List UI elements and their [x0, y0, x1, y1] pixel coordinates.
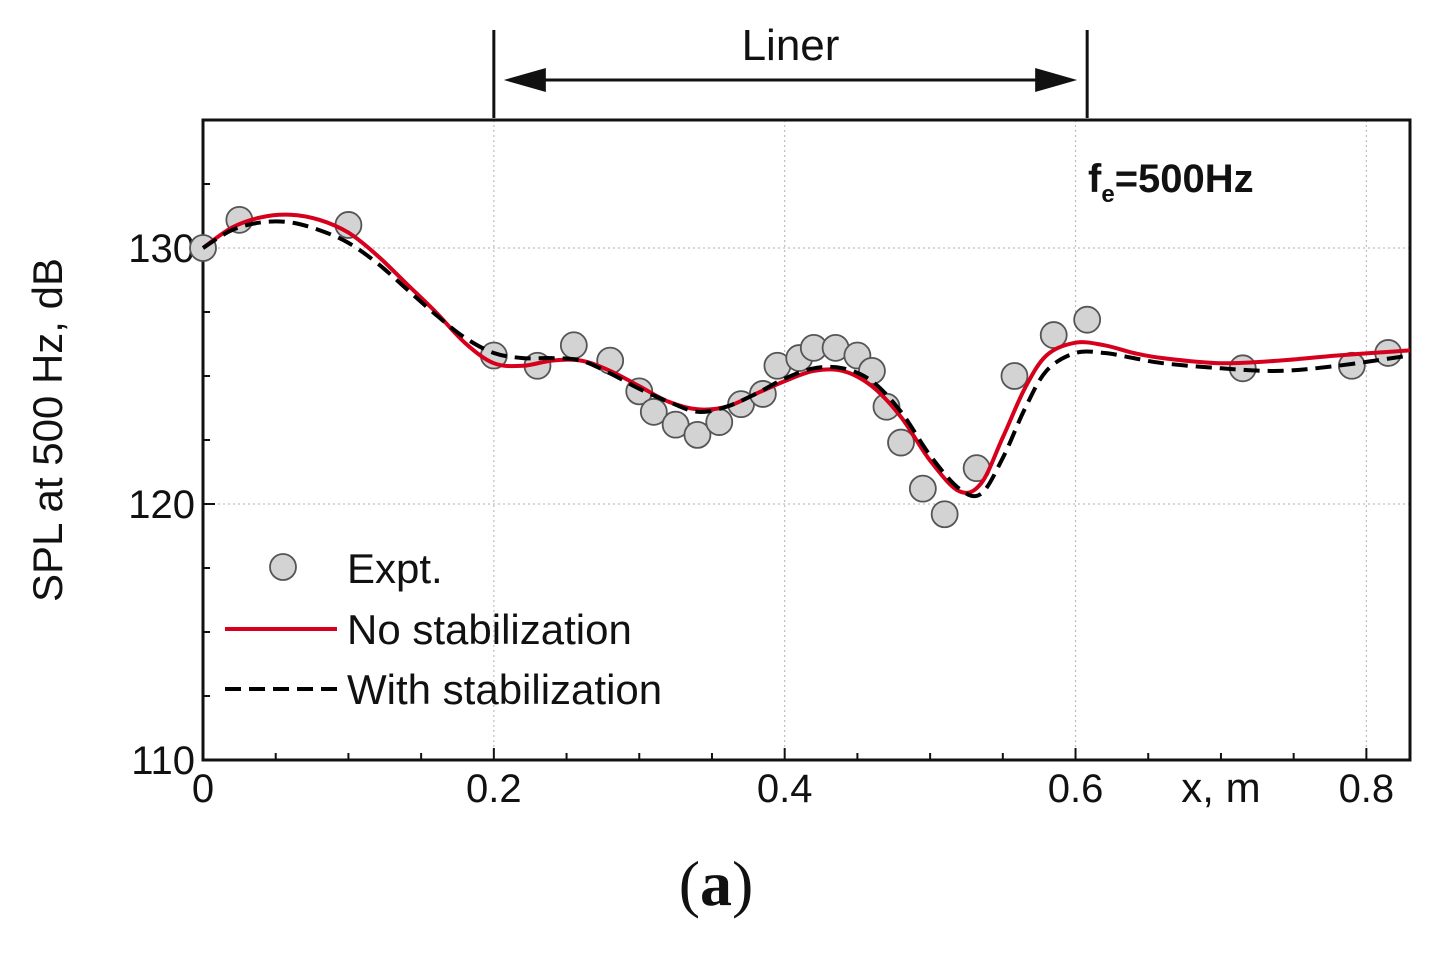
frequency-label: fe=500Hz	[1088, 157, 1254, 208]
legend-label-no-stabilization: No stabilization	[347, 606, 632, 653]
legend-label-with-stabilization: With stabilization	[347, 666, 662, 713]
series-expt	[189, 205, 1403, 529]
liner-arrow-left-head	[503, 68, 546, 92]
x-tick-label-3: 0.6	[1048, 767, 1104, 811]
frequency-subscript: e	[1101, 181, 1114, 208]
x-axis-title: x, m	[1181, 764, 1260, 811]
legend-label-expt: Expt.	[347, 545, 443, 592]
y-tick-label-2: 130	[128, 227, 195, 271]
expt-point-8	[639, 397, 668, 426]
x-tick-label-0: 0	[192, 767, 214, 811]
x-tick-label-1: 0.2	[466, 767, 522, 811]
y-tick-labels: 110 120 130	[128, 227, 195, 783]
series-with-stabilization-line	[201, 219, 1411, 499]
liner-arrow-right-head	[1035, 68, 1078, 92]
caption-open-paren: (	[679, 848, 700, 919]
series-layer	[189, 205, 1411, 529]
expt-point-27	[1073, 305, 1102, 334]
frequency-value: =500Hz	[1115, 157, 1254, 201]
expt-point-21	[887, 428, 915, 457]
frequency-main: f	[1088, 157, 1102, 201]
legend-marker-expt	[269, 553, 297, 581]
x-tick-label-2: 0.4	[757, 767, 813, 811]
y-tick-label-0: 110	[131, 739, 195, 783]
expt-point-5	[559, 331, 588, 360]
y-tick-label-1: 120	[128, 483, 195, 527]
expt-point-22	[908, 474, 937, 503]
y-axis-title: SPL at 500 Hz, dB	[24, 258, 71, 602]
liner-annotation: Liner	[492, 21, 1089, 118]
caption-letter: a	[700, 848, 732, 919]
caption-close-paren: )	[732, 848, 753, 919]
expt-point-23	[930, 500, 959, 529]
x-tick-label-4: 0.8	[1339, 767, 1395, 811]
figure-caption: (a)	[679, 848, 754, 919]
legend: Expt. No stabilization With stabilizatio…	[225, 545, 662, 713]
expt-point-25	[1000, 362, 1029, 390]
grid	[203, 120, 1410, 760]
expt-point-10	[683, 420, 712, 449]
liner-label: Liner	[742, 21, 840, 70]
x-tick-labels: 0 0.2 0.4 0.6 0.8	[192, 767, 1394, 811]
plot-frame	[201, 118, 1412, 762]
